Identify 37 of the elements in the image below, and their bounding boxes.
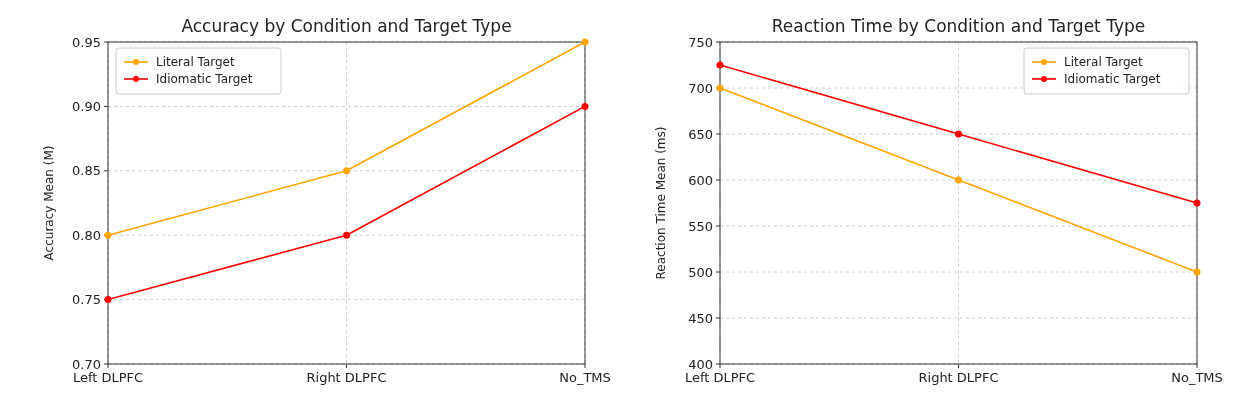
y-axis-title: Reaction Time Mean (ms) [654,126,668,280]
y-tick-label: 450 [688,310,713,326]
legend-label: Idiomatic Target [156,72,253,87]
point [716,61,724,69]
y-tick-label: 650 [688,126,713,142]
x-tick-label: Left DLPFC [684,370,756,385]
y-tick-label: 400 [688,356,713,372]
point [955,130,962,138]
y-tick-label: 0.90 [72,98,101,114]
y-tick-label: 0.85 [72,163,101,179]
y-tick-label: 600 [688,172,713,188]
y-tick-label: 700 [688,80,713,96]
chart-title: Accuracy by Condition and Target Type [181,16,512,36]
y-tick-label: 750 [688,34,713,50]
legend-label: Idiomatic Target [1064,72,1161,87]
y-axis-title: Accuracy Mean (M) [42,145,56,261]
y-tick-label: 0.80 [72,227,101,243]
point [581,102,589,110]
y-tick-label: 0.75 [72,292,101,308]
chart-title: Reaction Time by Condition and Target Type [771,16,1146,36]
legend-label: Literal Target [156,55,235,70]
y-tick-label: 0.70 [72,356,101,372]
point [343,231,350,239]
x-tick-label: No_TMS [559,370,611,385]
y-tick-label: 500 [688,264,713,280]
x-tick-label: Right DLPFC [306,370,387,385]
point [1193,268,1201,276]
x-tick-label: Right DLPFC [918,370,999,385]
legend-label: Literal Target [1064,55,1143,70]
y-tick-label: 0.95 [72,34,101,50]
point [1193,199,1201,207]
x-tick-label: No_TMS [1171,370,1223,385]
point [955,176,962,184]
y-tick-label: 550 [688,218,713,234]
point [581,38,589,46]
x-tick-label: Left DLPFC [72,370,144,385]
point [343,167,350,175]
